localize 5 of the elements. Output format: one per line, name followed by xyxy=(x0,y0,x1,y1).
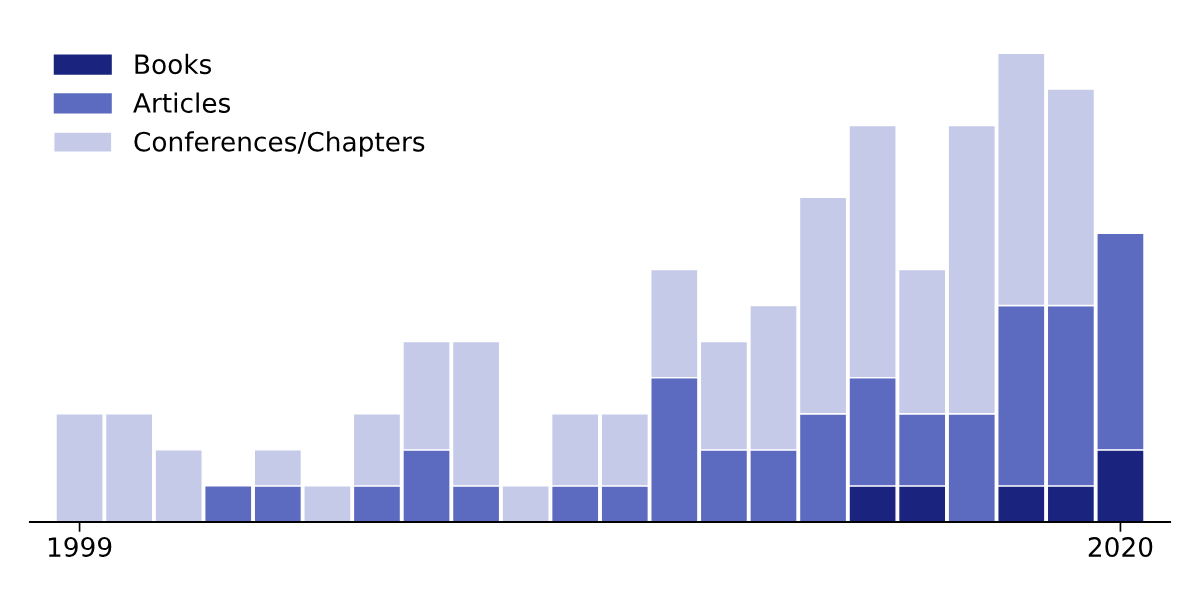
x-tick-label: 1999 xyxy=(48,537,112,558)
legend-label: Conferences/Chapters xyxy=(134,131,425,157)
legend-label: Articles xyxy=(133,92,231,113)
legend-label: Books xyxy=(135,53,212,75)
x-tick-label: 2020 xyxy=(1088,537,1153,558)
